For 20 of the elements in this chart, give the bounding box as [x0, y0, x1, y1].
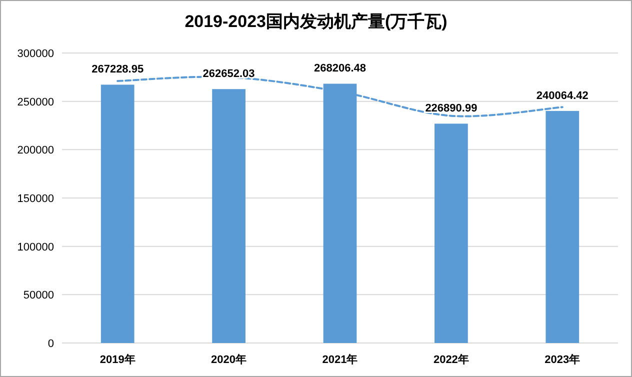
x-tick-label: 2021年: [322, 353, 358, 366]
data-label: 240064.42: [536, 90, 588, 102]
data-label: 268206.48: [314, 62, 366, 75]
y-tick-label: 250000: [17, 96, 54, 108]
y-tick-label: 100000: [17, 241, 54, 254]
y-tick-label: 50000: [23, 290, 54, 302]
bar: [212, 89, 246, 343]
y-tick-label: 200000: [17, 144, 54, 157]
data-label: 267228.95: [92, 64, 144, 76]
bar: [100, 84, 134, 343]
bar: [434, 124, 468, 343]
x-tick-label: 2023年: [544, 353, 580, 366]
x-tick-label: 2022年: [433, 353, 469, 366]
y-tick-label: 150000: [17, 193, 54, 205]
x-tick-label: 2019年: [100, 353, 136, 366]
x-tick-label: 2020年: [211, 353, 247, 366]
data-label: 226890.99: [425, 102, 478, 115]
y-tick-label: 0: [48, 338, 54, 350]
y-tick-label: 300000: [17, 48, 54, 60]
chart-title: 2019-2023国内发动机产量(万千瓦): [184, 12, 448, 31]
